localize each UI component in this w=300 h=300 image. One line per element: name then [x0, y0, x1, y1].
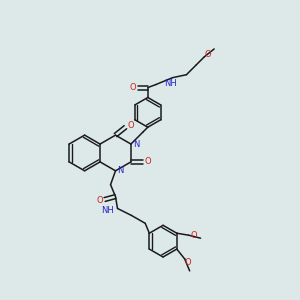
Text: O: O [145, 158, 151, 166]
Text: N: N [117, 166, 124, 175]
Text: O: O [190, 231, 197, 240]
Text: NH: NH [164, 79, 176, 88]
Text: O: O [205, 50, 211, 59]
Text: NH: NH [101, 206, 114, 215]
Text: O: O [127, 121, 134, 130]
Text: O: O [130, 83, 136, 92]
Text: O: O [184, 258, 191, 267]
Text: O: O [96, 196, 103, 205]
Text: N: N [133, 140, 139, 148]
